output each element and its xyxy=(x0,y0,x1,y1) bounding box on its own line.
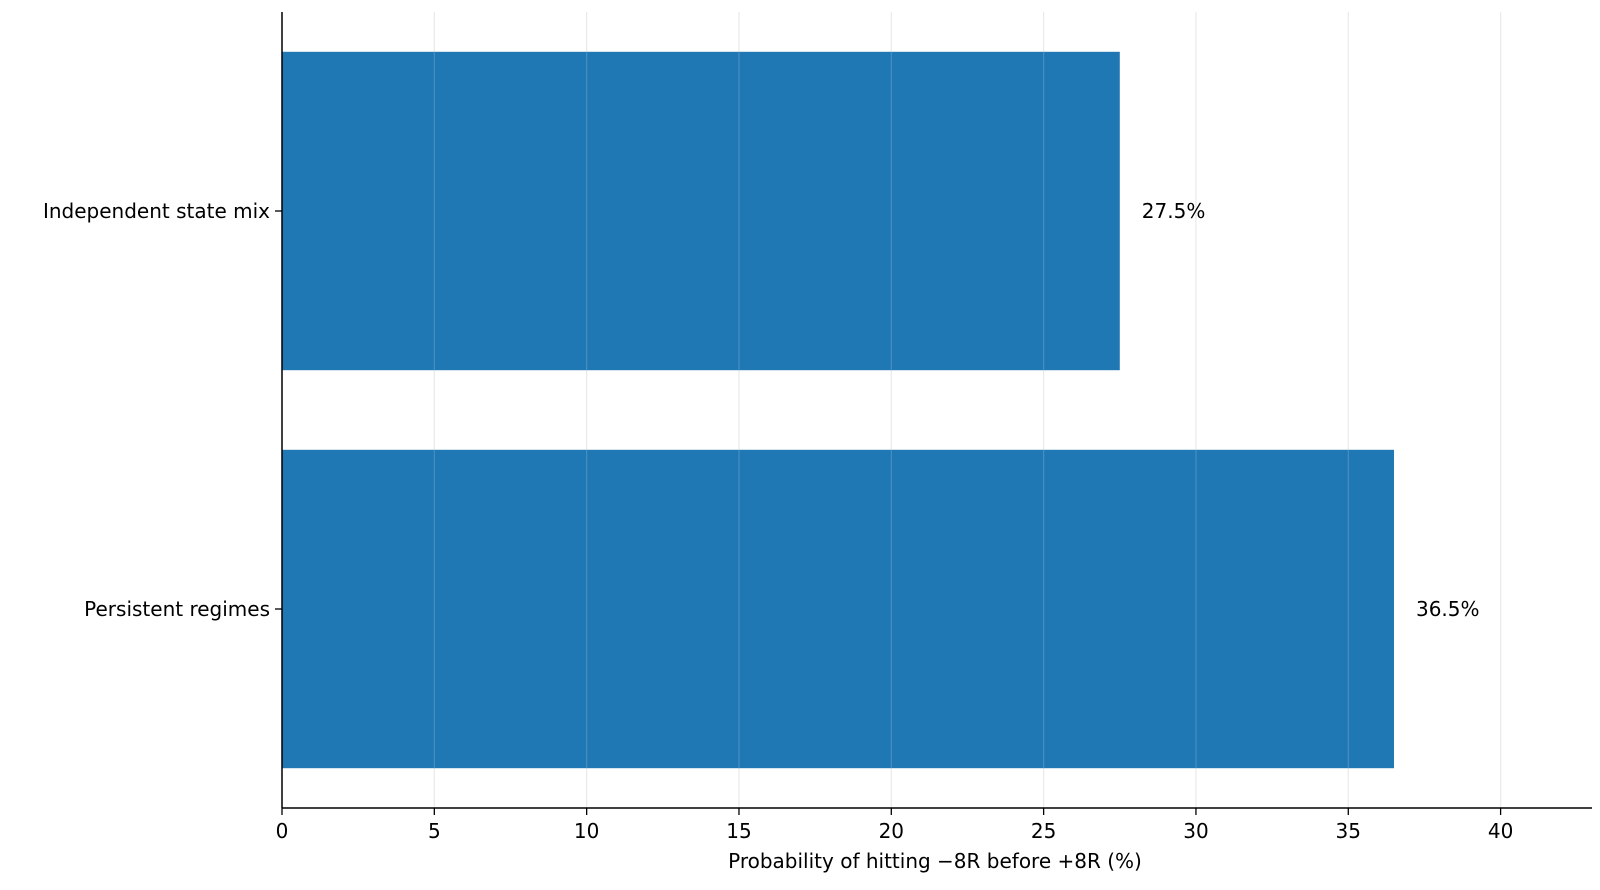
x-tick-label: 30 xyxy=(1183,819,1208,843)
data-label: 27.5% xyxy=(1142,199,1206,223)
x-tick-label: 20 xyxy=(879,819,904,843)
x-axis-ticks: 0 5 10 15 20 25 30 35 40 xyxy=(276,808,1513,843)
bar xyxy=(282,449,1394,769)
x-tick-label: 15 xyxy=(726,819,751,843)
x-tick-label: 5 xyxy=(428,819,441,843)
bars xyxy=(282,51,1394,769)
y-tick-label: Persistent regimes xyxy=(84,597,270,621)
x-tick-label: 40 xyxy=(1488,819,1513,843)
x-tick-label: 35 xyxy=(1336,819,1361,843)
data-labels: 27.5% 36.5% xyxy=(1142,199,1480,621)
x-tick-label: 10 xyxy=(574,819,599,843)
x-tick-label: 25 xyxy=(1031,819,1056,843)
axes xyxy=(281,12,1592,809)
x-axis-title: Probability of hitting −8R before +8R (%… xyxy=(728,849,1142,873)
y-tick-label: Independent state mix xyxy=(43,199,270,223)
data-label: 36.5% xyxy=(1416,597,1480,621)
x-tick-label: 0 xyxy=(276,819,289,843)
y-axis-ticks: Independent state mix Persistent regimes xyxy=(43,199,282,621)
bar xyxy=(282,51,1120,371)
